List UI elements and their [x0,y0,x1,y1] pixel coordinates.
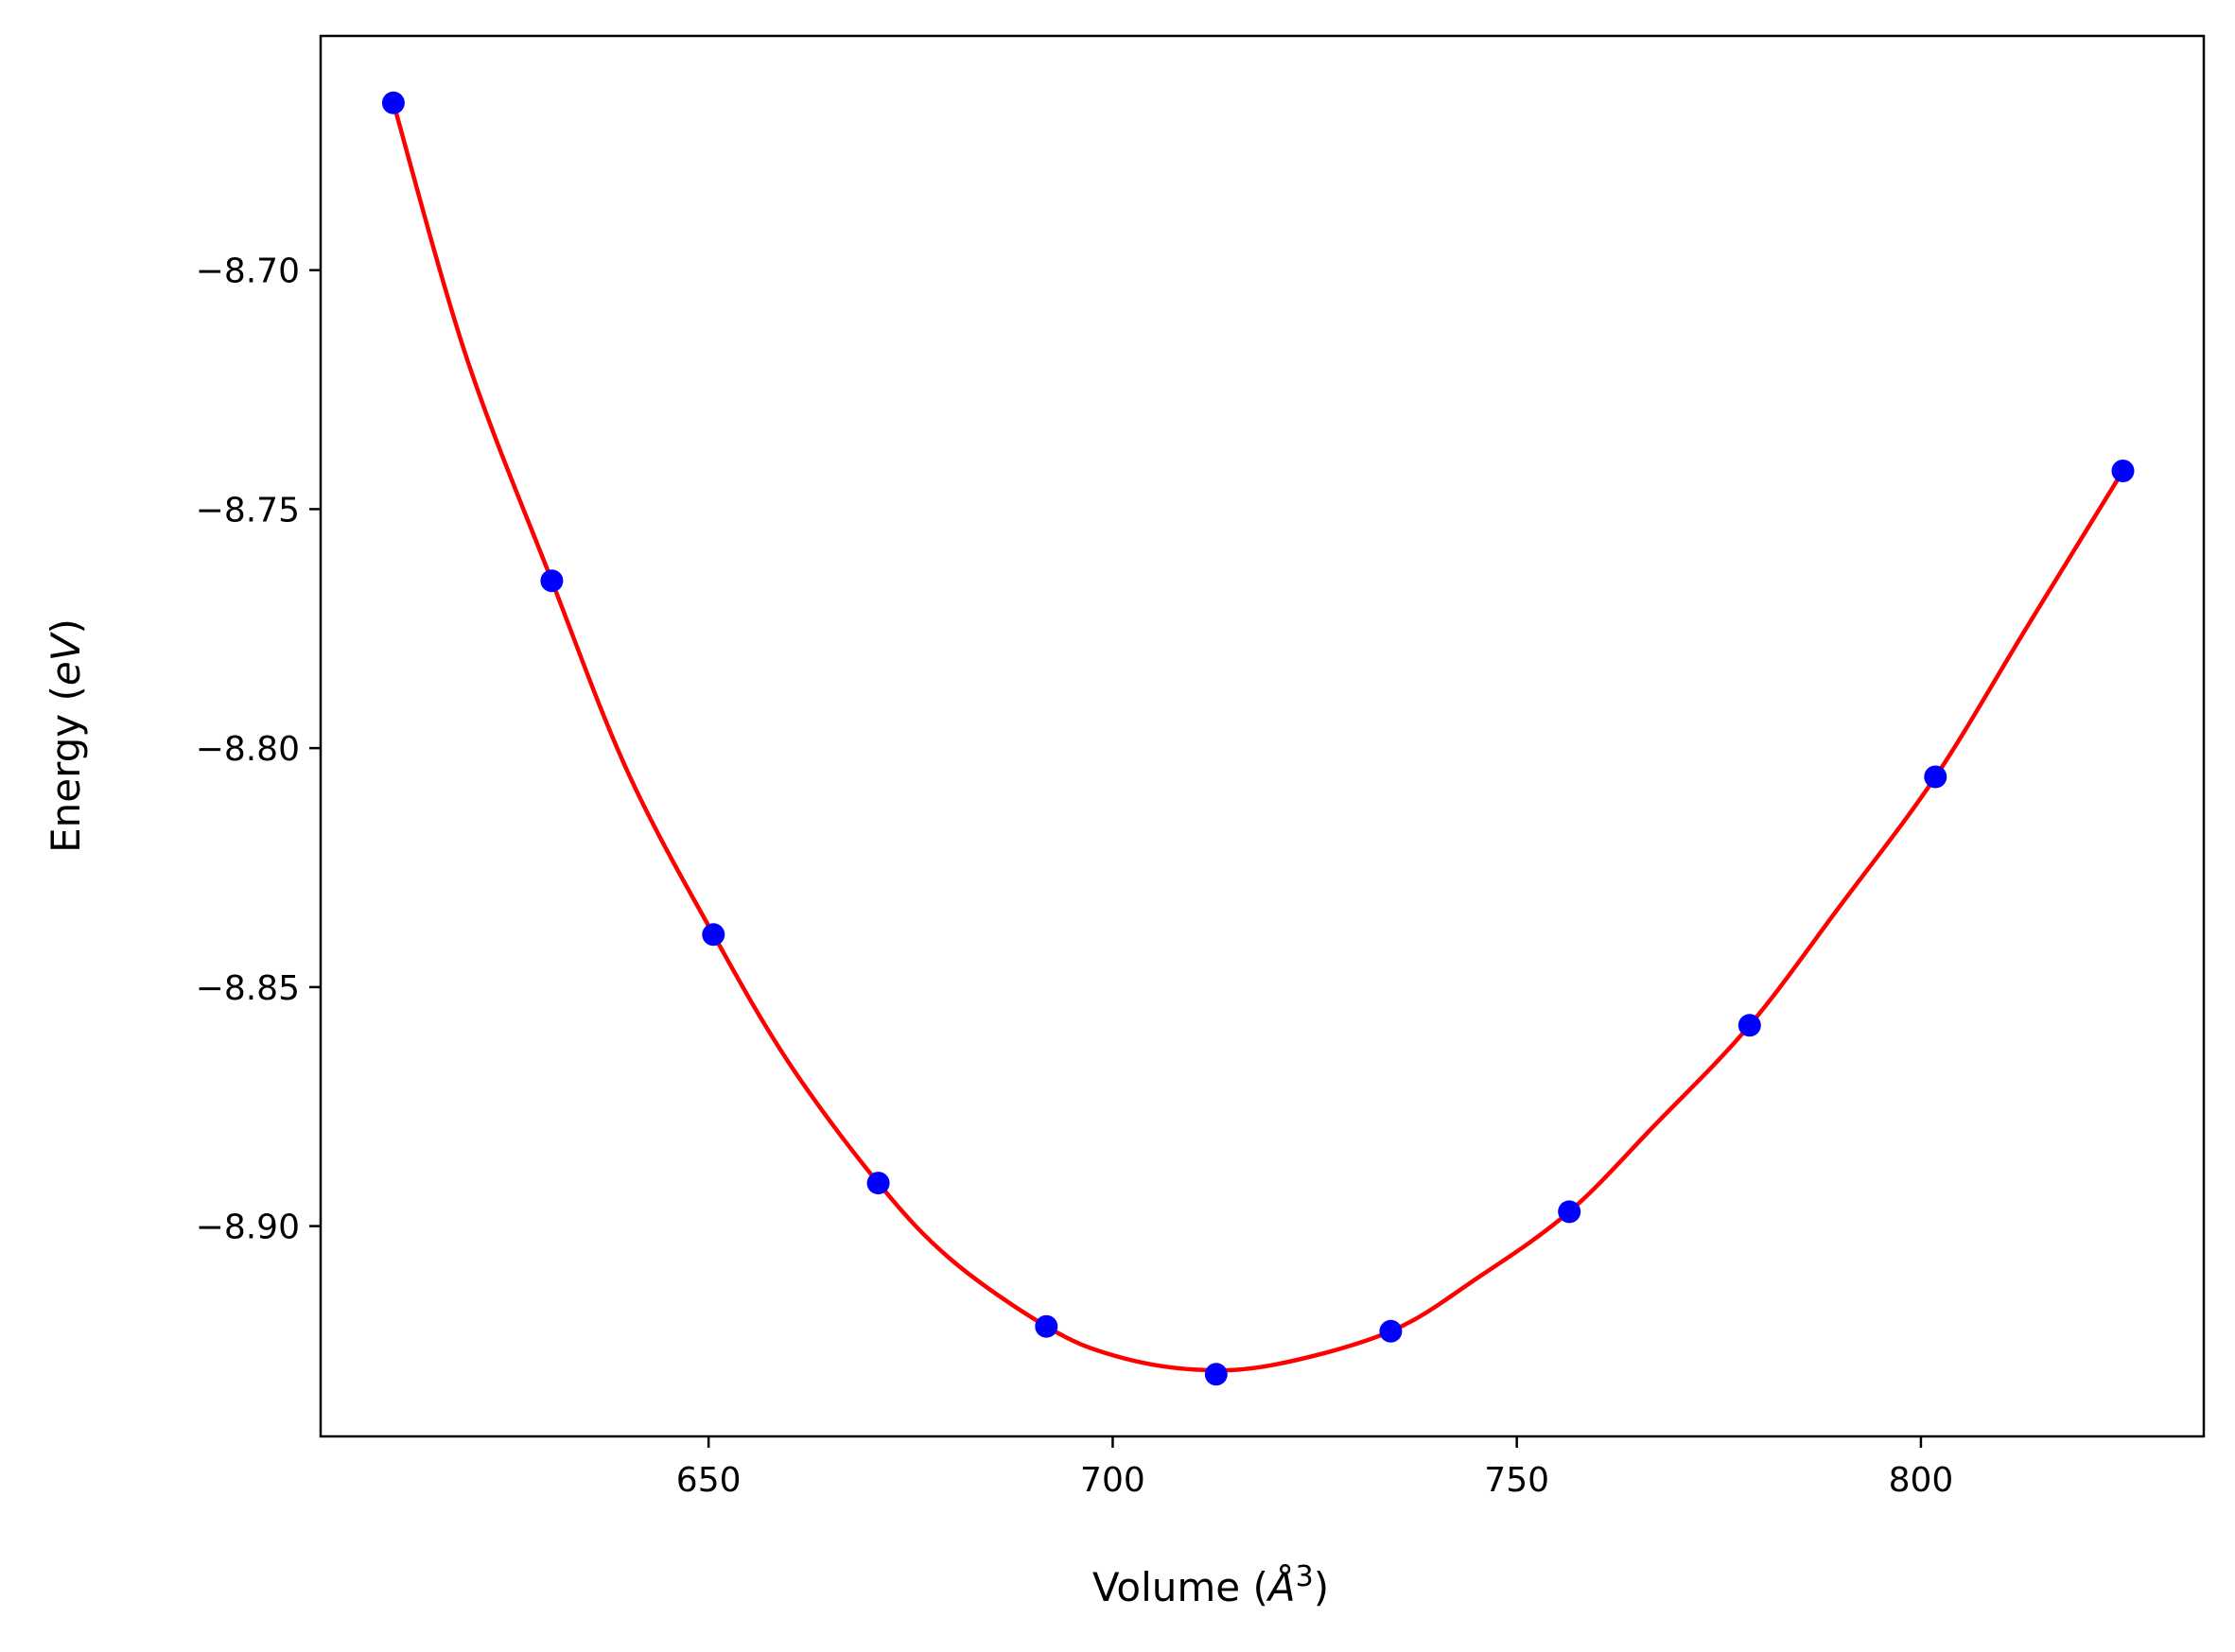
data-point [1737,1014,1761,1037]
data-point [866,1172,890,1195]
data-point [1558,1200,1581,1224]
data-point [540,569,564,593]
plot-frame [319,34,2206,1438]
x-axis-title-prefix: Volume ( [1092,1564,1268,1610]
x-axis-title-exponent: 3 [1296,1560,1314,1593]
y-tick-label: −8.75 [196,491,300,530]
x-tick-label: 800 [1889,1461,1954,1500]
y-axis-title-prefix: Energy ( [43,686,89,853]
x-tick-label: 700 [1080,1461,1145,1500]
y-axis-title-suffix: ) [43,618,89,634]
data-point [1204,1363,1228,1386]
x-tick-label: 750 [1484,1461,1549,1500]
y-axis-title: Energy (eV) [43,618,89,853]
data-point [1924,765,1947,789]
y-axis-ticks: −8.70 −8.75 −8.80 −8.85 −8.90 [196,252,321,1247]
data-point [381,91,405,114]
y-tick-label: −8.80 [196,730,300,769]
fit-curve-layer [391,102,2125,1373]
data-point [1035,1314,1058,1338]
x-tick-label: 650 [676,1461,742,1500]
y-tick-label: −8.90 [196,1209,300,1247]
data-point [1379,1319,1403,1343]
x-axis-title-unit: Å [1266,1563,1296,1610]
x-axis-title: Volume (Å3) [1092,1560,1329,1610]
y-axis-title-unit: eV [43,631,89,686]
data-point [2111,460,2135,482]
x-axis-title-suffix: ) [1314,1564,1329,1610]
data-point [702,923,725,947]
x-axis-ticks: 650 700 750 800 [676,1436,1953,1500]
fit-curve [391,102,2125,1373]
y-tick-label: −8.70 [196,252,300,291]
data-points-layer [381,91,2135,1386]
y-tick-label: −8.85 [196,969,300,1008]
